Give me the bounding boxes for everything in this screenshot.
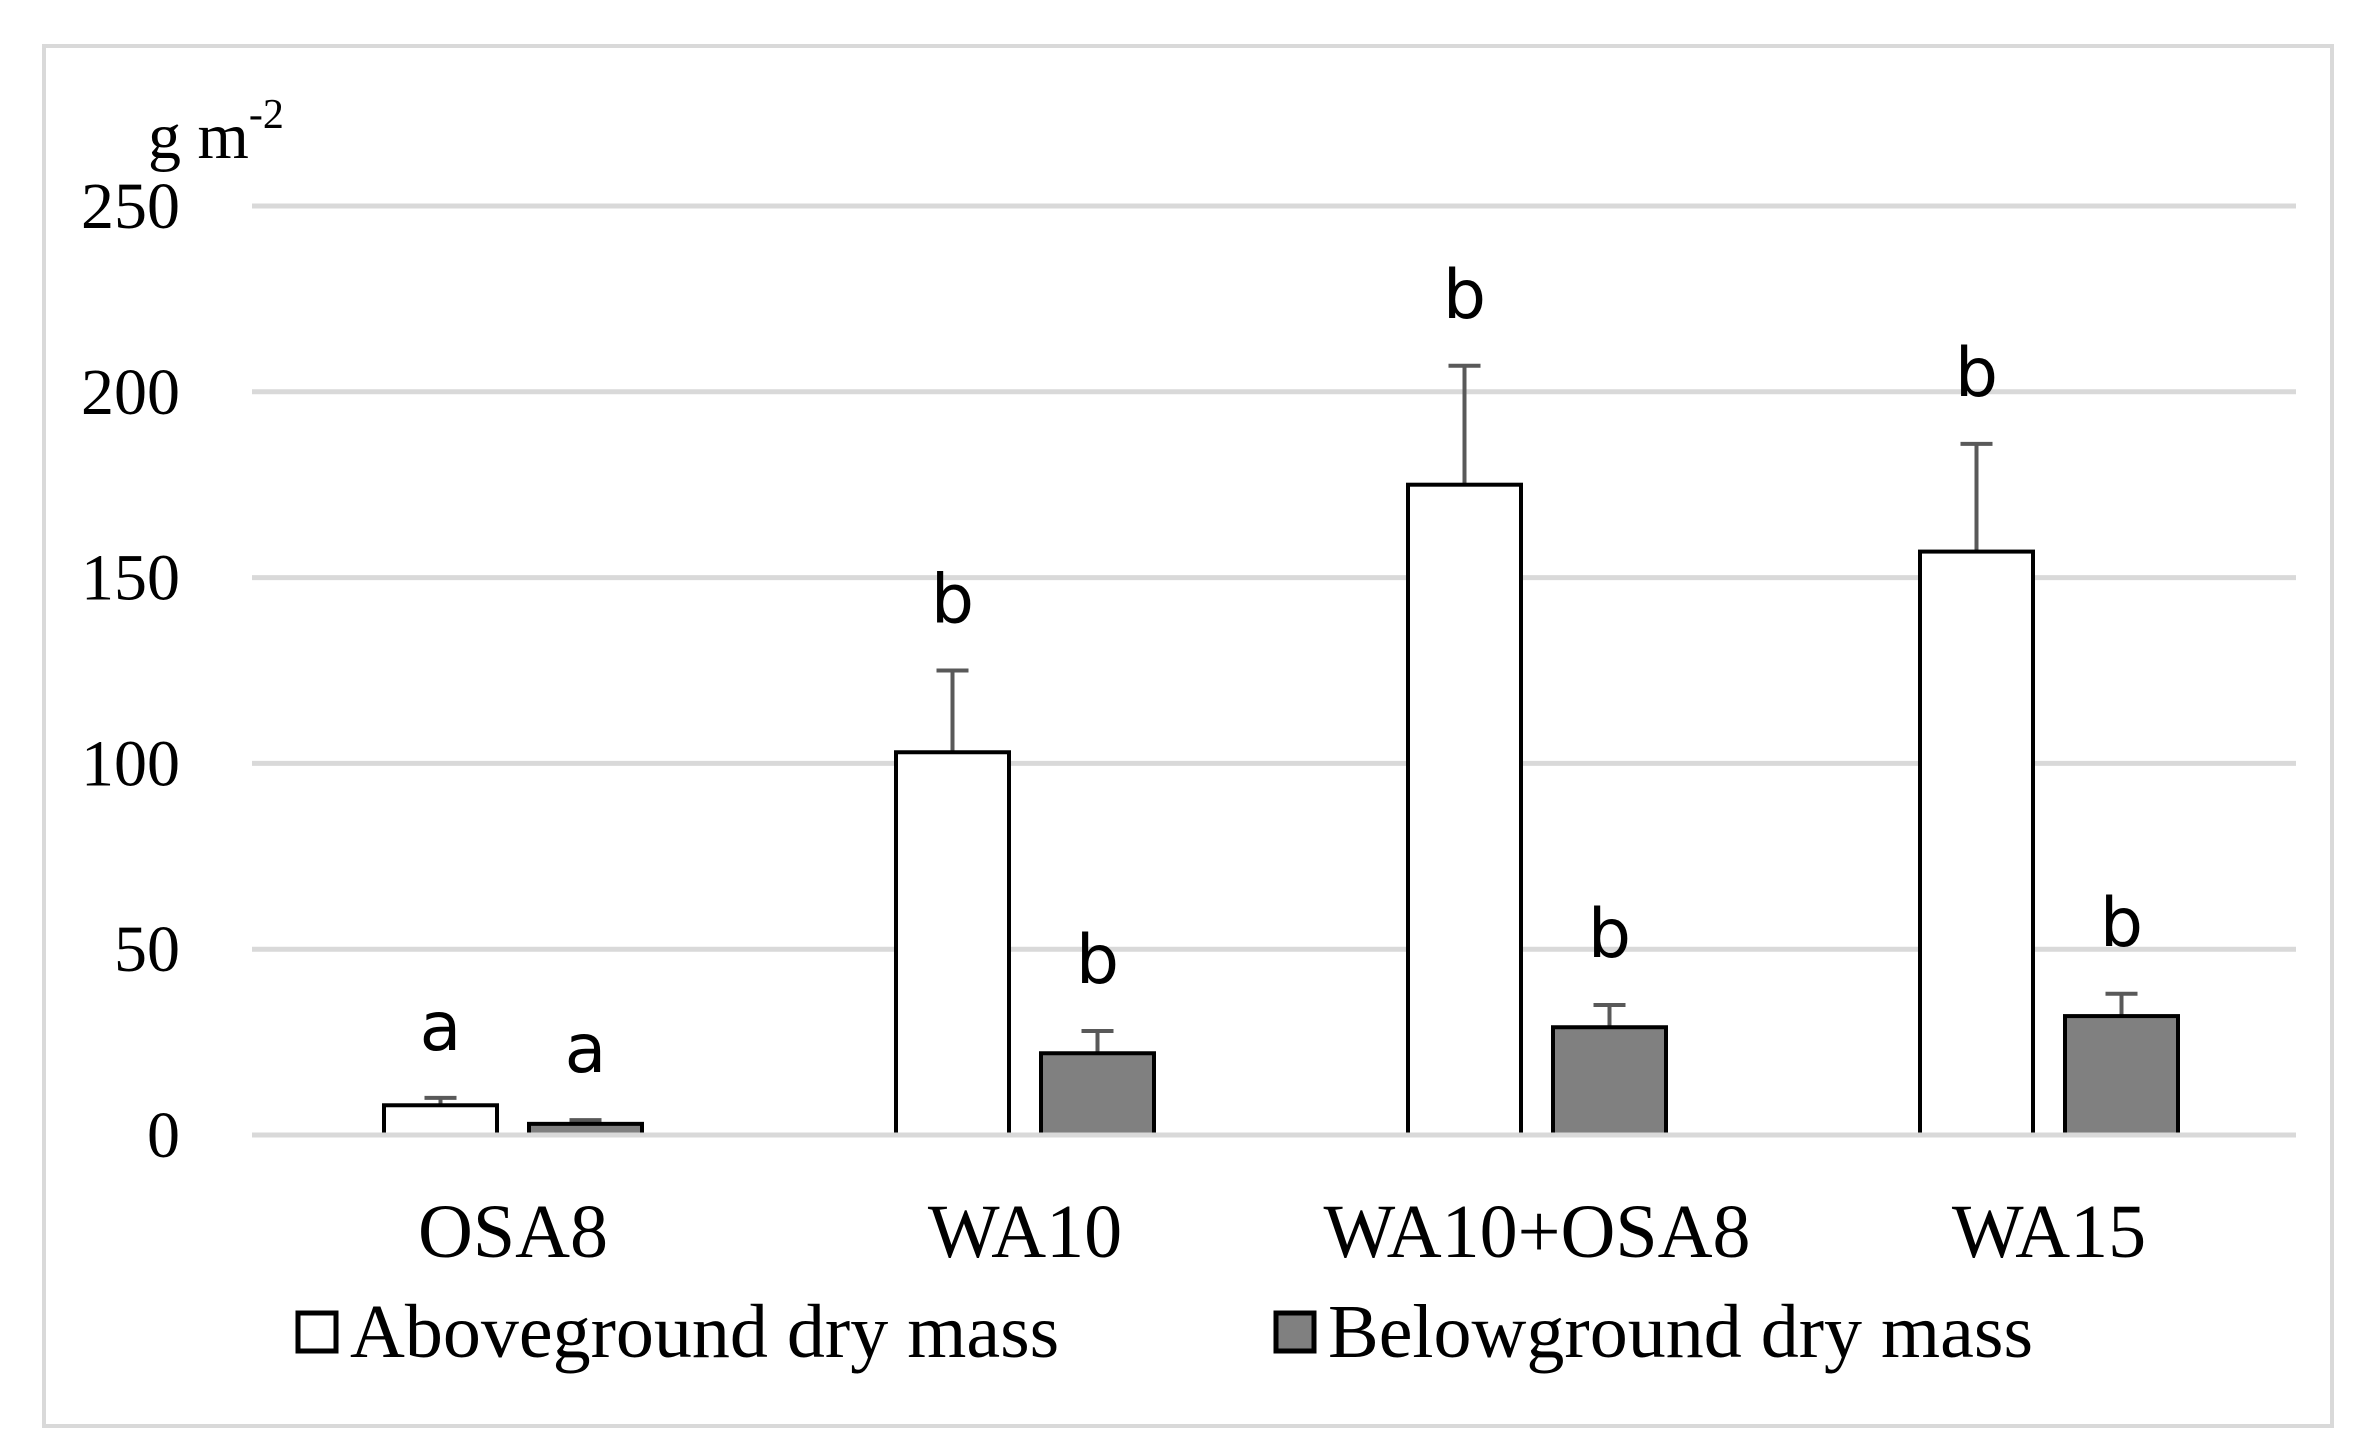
x-tick-label: WA10 (928, 1190, 1122, 1274)
labels: 0 50 100 150 200 250 a a OSA8 b b WA10 b b WA10+OSA8 b b… (81, 170, 2146, 1274)
bar-belowground-WA15 (2063, 1014, 2180, 1138)
bar-aboveground-WA15 (1918, 549, 2035, 1137)
bar-belowground-WA10 (1039, 1051, 1156, 1138)
x-tick-label: OSA8 (418, 1190, 608, 1274)
significance-letter: a (420, 988, 462, 1067)
y-axis-label: g m-2 (148, 92, 284, 173)
y-tick-label: 150 (81, 542, 180, 615)
legend-label: Aboveground dry mass (350, 1290, 1059, 1374)
bar-aboveground-WA10+OSA8 (1406, 482, 1523, 1137)
y-tick-label: 0 (147, 1099, 180, 1172)
significance-letter: b (1443, 256, 1486, 335)
legend-swatch-belowground (1273, 1310, 1317, 1354)
bar-aboveground-OSA8 (382, 1103, 499, 1137)
bars (382, 363, 2180, 1138)
significance-letter: b (2100, 884, 2143, 963)
significance-letter: b (931, 561, 974, 640)
y-tick-label: 100 (81, 727, 180, 800)
legend-label: Belowground dry mass (1328, 1290, 2033, 1374)
bar-aboveground-WA10 (894, 750, 1011, 1137)
significance-letter: b (1955, 334, 1998, 413)
x-tick-label: WA10+OSA8 (1323, 1190, 1750, 1274)
bar-belowground-WA10+OSA8 (1551, 1025, 1668, 1137)
legend-swatch-aboveground (295, 1310, 339, 1354)
y-tick-label: 200 (81, 356, 180, 429)
y-tick-label: 50 (114, 913, 180, 986)
significance-letter: b (1076, 921, 1119, 1000)
significance-letter: b (1588, 895, 1631, 974)
x-tick-label: WA15 (1952, 1190, 2146, 1274)
y-tick-label: 250 (81, 170, 180, 243)
significance-letter: a (565, 1010, 607, 1089)
legend: Aboveground dry mass Belowground dry mass (295, 1290, 2033, 1374)
